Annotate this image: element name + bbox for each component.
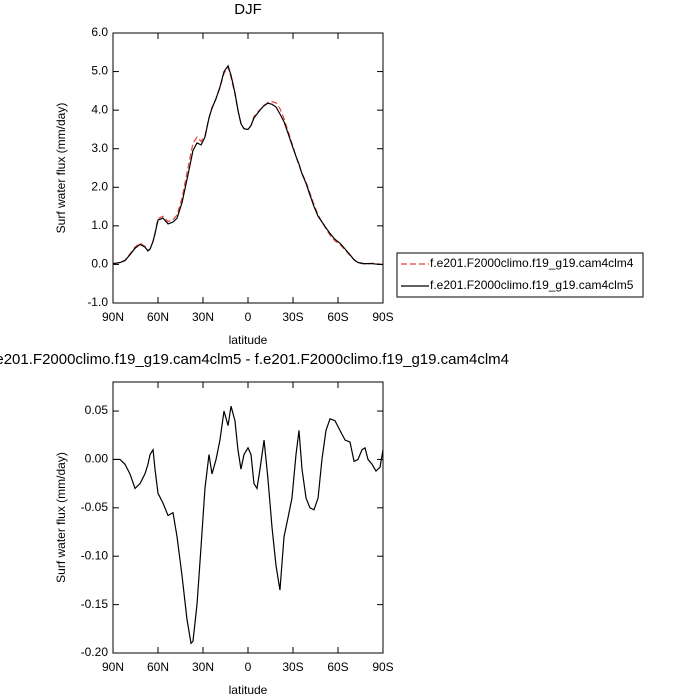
x-axis-label: latitude	[229, 333, 268, 347]
chart-title: DJF	[234, 1, 262, 18]
plot-frame	[112, 32, 384, 304]
plot-frame	[112, 381, 384, 654]
x-tick-label: 90S	[372, 310, 393, 324]
legend-box	[396, 252, 644, 298]
x-tick-label: 0	[245, 310, 252, 324]
y-tick-label: 3.0	[91, 141, 108, 155]
x-tick-label: 0	[245, 660, 252, 674]
x-tick-label: 60N	[147, 660, 169, 674]
legend-label: f.e201.F2000climo.f19_g19.cam4clm4	[430, 256, 634, 270]
x-tick-label: 60S	[327, 310, 348, 324]
x-tick-label: 90N	[102, 660, 124, 674]
legend-label: f.e201.F2000climo.f19_g19.cam4clm5	[430, 278, 634, 292]
y-axis-label: Surf water flux (mm/day)	[54, 103, 68, 234]
y-tick-label: 5.0	[91, 64, 108, 78]
x-tick-label: 90S	[372, 660, 393, 674]
x-tick-label: 60S	[327, 660, 348, 674]
data-line	[112, 65, 384, 266]
y-tick-label: 0.05	[85, 403, 109, 417]
y-tick-label: 0.00	[85, 452, 109, 466]
y-tick-label: -0.10	[81, 548, 109, 562]
y-tick-label: 6.0	[91, 25, 108, 39]
x-tick-label: 30S	[282, 310, 303, 324]
y-tick-label: -0.15	[81, 597, 109, 611]
data-line	[113, 406, 384, 645]
y-tick-label: -1.0	[87, 295, 108, 309]
y-tick-label: 0.0	[91, 257, 108, 271]
y-tick-label: 1.0	[91, 218, 108, 232]
y-tick-label: -0.05	[81, 500, 109, 514]
chart-title: f.e201.F2000climo.f19_g19.cam4clm5 - f.e…	[0, 351, 509, 368]
y-tick-label: 4.0	[91, 102, 108, 116]
x-tick-label: 90N	[102, 310, 124, 324]
data-line	[112, 64, 383, 266]
x-axis-label: latitude	[229, 683, 268, 697]
y-tick-label: 2.0	[91, 179, 108, 193]
x-tick-label: 30N	[192, 660, 214, 674]
y-tick-label: -0.20	[81, 645, 109, 659]
x-tick-label: 30S	[282, 660, 303, 674]
x-tick-label: 30N	[192, 310, 214, 324]
x-tick-label: 60N	[147, 310, 169, 324]
y-axis-label: Surf water flux (mm/day)	[54, 452, 68, 583]
